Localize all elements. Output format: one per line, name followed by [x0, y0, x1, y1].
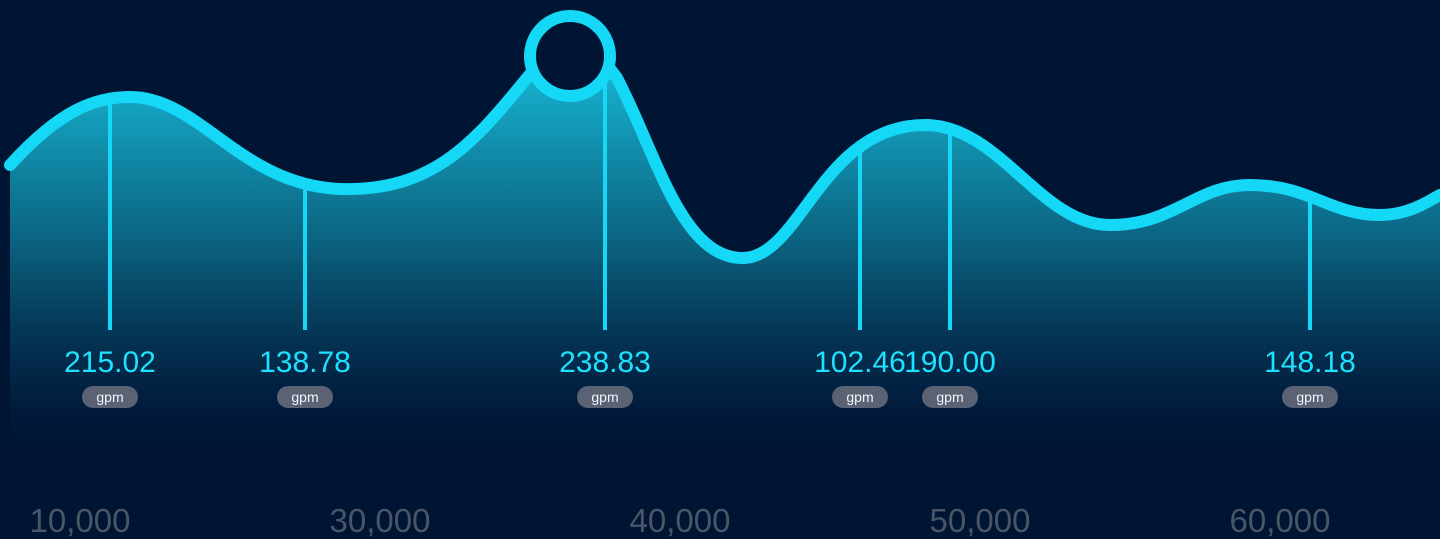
series-line	[4, 36, 1440, 264]
unit-label: gpm	[291, 389, 318, 405]
unit-badge	[82, 386, 138, 408]
point-value-label: 215.02	[64, 346, 156, 379]
x-tick-label: 30,000	[330, 502, 431, 539]
point-value-label: 190.00	[904, 346, 996, 379]
x-tick-label: 10,000	[30, 502, 131, 539]
unit-label: gpm	[1296, 389, 1323, 405]
point-value-label: 148.18	[1264, 346, 1356, 379]
unit-label: gpm	[846, 389, 873, 405]
point-value-label: 238.83	[559, 346, 651, 379]
x-tick-label: 60,000	[1230, 502, 1331, 539]
point-value-label: 102.46	[814, 346, 906, 379]
x-tick-label: 50,000	[930, 502, 1031, 539]
unit-badge	[277, 386, 333, 408]
unit-badge	[832, 386, 888, 408]
unit-badge	[1282, 386, 1338, 408]
unit-label: gpm	[591, 389, 618, 405]
unit-label: gpm	[936, 389, 963, 405]
unit-label: gpm	[96, 389, 123, 405]
x-tick-label: 40,000	[630, 502, 731, 539]
unit-badge	[577, 386, 633, 408]
unit-badge	[922, 386, 978, 408]
highlight-point-marker[interactable]	[524, 10, 616, 102]
point-value-label: 138.78	[259, 346, 351, 379]
